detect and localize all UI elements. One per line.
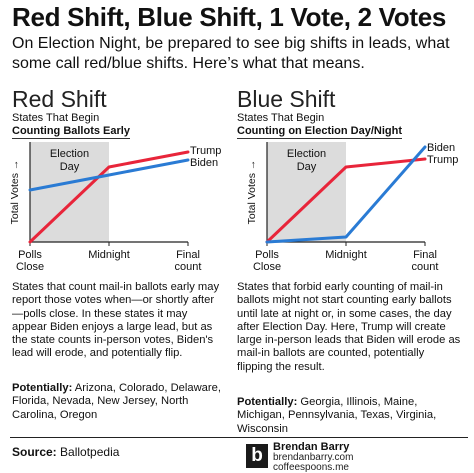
brand-url: brendanbarry.com [273, 452, 354, 463]
x-tick-label: Polls [255, 249, 279, 261]
source-credit: Source: Ballotpedia [12, 445, 120, 459]
blue-shift-sub1: States That Begin [237, 112, 325, 124]
x-tick-label: Close [253, 261, 281, 273]
election-day-label-line2: Day [60, 161, 80, 173]
blue-shift-description: States that forbid early counting of mai… [237, 281, 461, 373]
x-tick-label: Final [176, 249, 200, 261]
election-day-region [267, 142, 346, 242]
x-tick-label: Midnight [88, 249, 130, 261]
red-shift-title: Red Shift [12, 86, 107, 112]
blue-shift-title: Blue Shift [237, 86, 336, 112]
red-shift-sub1: States That Begin [12, 112, 100, 124]
series-label-trump: Trump [190, 145, 221, 157]
brand-name: Brendan Barry [273, 441, 350, 453]
x-tick-label: count [175, 261, 202, 273]
series-line-biden [265, 145, 427, 244]
series-label-trump: Trump [427, 154, 458, 166]
x-tick-label: Polls [18, 249, 42, 261]
series-label-biden: Biden [190, 157, 218, 169]
blue-shift-sub2: Counting on Election Day/Night [237, 125, 402, 139]
y-axis-label: Total Votes → [246, 160, 258, 225]
x-tick-label: Final [413, 249, 437, 261]
y-axis-label: Total Votes → [9, 160, 21, 225]
election-day-region [30, 142, 109, 242]
x-tick-label: count [412, 261, 439, 273]
brand-logo: b [246, 444, 268, 468]
page-subtitle: On Election Night, be prepared to see bi… [12, 35, 450, 72]
footer-divider [10, 437, 468, 438]
election-day-label-line1: Election [50, 148, 89, 160]
blue-shift-potentially: Potentially: Georgia, Illinois, Maine, M… [237, 396, 437, 435]
brand-url-secondary: coffeespoons.me [273, 462, 349, 473]
red-shift-potentially: Potentially: Arizona, Colorado, Delaware… [12, 382, 221, 421]
red-shift-description: States that count mail-in ballots early … [12, 281, 220, 360]
x-tick-label: Midnight [325, 249, 367, 261]
election-day-label-line2: Day [297, 161, 317, 173]
red-shift-sub2: Counting Ballots Early [12, 125, 130, 139]
series-line-biden [28, 158, 190, 192]
election-day-label-line1: Election [287, 148, 326, 160]
x-tick-label: Close [16, 261, 44, 273]
series-label-biden: Biden [427, 142, 455, 154]
series-line-trump [265, 157, 427, 244]
series-line-trump [28, 150, 190, 244]
page-title: Red Shift, Blue Shift, 1 Vote, 2 Votes [12, 2, 447, 32]
